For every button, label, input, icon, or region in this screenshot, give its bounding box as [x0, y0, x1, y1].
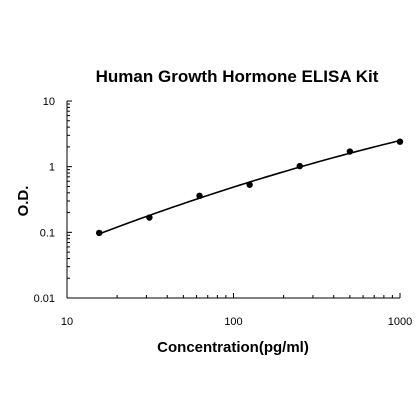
y-tick-label: 0.01: [34, 293, 55, 305]
x-tick-label: 100: [224, 316, 242, 328]
data-point: [95, 229, 103, 237]
data-points: [95, 138, 404, 237]
data-point: [346, 148, 354, 155]
ticks: 10 100 1000 0.01 0.1 1 10: [34, 96, 413, 328]
y-tick-label: 10: [43, 96, 55, 108]
x-axis-label: Concentration(pg/ml): [157, 339, 309, 356]
data-point: [246, 181, 253, 188]
x-tick-label: 1000: [388, 316, 412, 328]
chart-title: Human Growth Hormone ELISA Kit: [96, 67, 379, 86]
x-tick-label: 10: [61, 316, 73, 328]
y-tick-label: 0.1: [40, 227, 55, 239]
y-axis-label: O.D.: [15, 186, 32, 217]
data-point: [196, 192, 203, 200]
data-point: [396, 138, 404, 145]
data-point: [146, 214, 153, 221]
axes: [66, 101, 400, 299]
y-tick-label: 1: [49, 162, 55, 174]
data-point: [296, 162, 303, 170]
